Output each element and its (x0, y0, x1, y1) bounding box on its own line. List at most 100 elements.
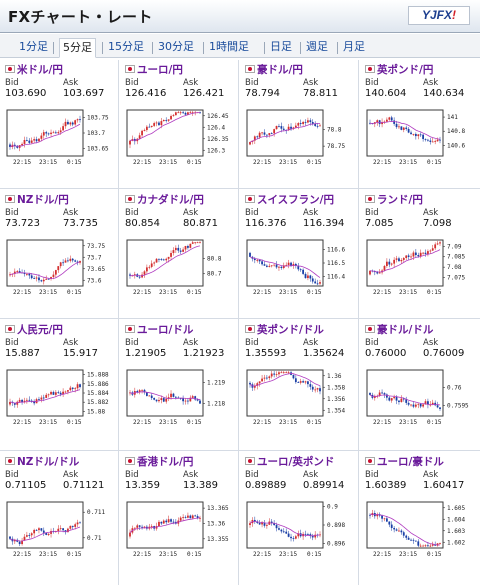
price-chart[interactable]: 126.45 126.4 126.35 126.3 22:15 23:15 0:15 (125, 108, 235, 166)
currency-panel[interactable]: ユーロ/円 Bid Ask 126.416 126.421 126.45 126.4 126.… (123, 60, 237, 184)
candle-body (309, 384, 312, 387)
currency-panel[interactable]: カナダドル/円 Bid Ask 80.854 80.871 80.8 80.7 22:15 23… (123, 190, 237, 314)
candle-body (71, 525, 74, 527)
pair-title[interactable]: スイスフラン/円 (245, 192, 334, 206)
price-chart[interactable]: 103.75 103.7 103.65 22:15 23:15 0:15 (5, 108, 115, 166)
price-chart[interactable]: 73.75 73.7 73.65 73.6 22:15 23:15 0:15 (5, 238, 115, 296)
pair-title[interactable]: ランド/円 (365, 192, 423, 206)
price-chart[interactable]: 7.09 7.085 7.08 7.075 22:15 23:15 0:15 (365, 238, 475, 296)
candle-body (419, 403, 422, 407)
pair-title[interactable]: 豪ドル/円 (245, 62, 303, 76)
x-tick-label: 23:15 (39, 419, 57, 426)
y-tick-label: 7.075 (447, 275, 465, 282)
tab-5min[interactable]: 5分足 (59, 38, 96, 58)
price-chart[interactable]: 15.888 15.886 15.884 15.882 15.88 22:15 23:15 0… (5, 368, 115, 426)
pair-title[interactable]: 香港ドル/円 (125, 454, 193, 468)
currency-panel[interactable]: 香港ドル/円 Bid Ask 13.359 13.389 13.365 13.36 13.35… (123, 452, 237, 576)
y-tick-label: 13.36 (207, 520, 225, 527)
pair-title[interactable]: NZドル/円 (5, 192, 69, 206)
price-chart[interactable]: 78.8 78.75 22:15 23:15 0:15 (245, 108, 355, 166)
pair-label[interactable]: NZドル/ドル (17, 456, 80, 468)
moving-average-line (249, 373, 321, 387)
pair-label[interactable]: スイスフラン/円 (257, 194, 335, 206)
currency-panel[interactable]: ユーロ/英ポンド Bid Ask 0.89889 0.89914 0.9 0.898 0.89… (243, 452, 357, 576)
currency-panel[interactable]: ユーロ/ドル Bid Ask 1.21905 1.21923 1.219 1.218 22:1… (123, 320, 237, 444)
candle-body (316, 388, 319, 390)
candle-body (249, 252, 251, 257)
candle-body (189, 112, 192, 114)
yjfx-logo[interactable]: YJFX! (408, 6, 470, 25)
price-chart[interactable]: 1.605 1.604 1.603 1.602 22:15 23:15 0:15 (365, 500, 475, 558)
tab-daily[interactable]: 日足 (270, 40, 292, 53)
currency-panel[interactable]: スイスフラン/円 Bid Ask 116.376 116.394 116.6 116.5 11… (243, 190, 357, 314)
pair-title[interactable]: 人民元/円 (5, 322, 63, 336)
price-chart[interactable]: 1.219 1.218 22:15 23:15 0:15 (125, 368, 235, 426)
pair-title[interactable]: ユーロ/英ポンド (245, 454, 334, 468)
pair-label[interactable]: NZドル/円 (17, 194, 69, 206)
tab-weekly[interactable]: 週足 (306, 40, 328, 53)
pair-label[interactable]: ユーロ/英ポンド (257, 456, 335, 468)
candle-body (270, 133, 273, 134)
tab-30min[interactable]: 30分足 (158, 40, 194, 53)
candle-body (314, 534, 317, 538)
price-chart[interactable]: 1.36 1.358 1.356 1.354 22:15 23:15 0:15 (245, 368, 355, 426)
currency-panel[interactable]: 英ポンド/ドル Bid Ask 1.35593 1.35624 1.36 1.358 1.35… (243, 320, 357, 444)
price-chart[interactable]: 80.8 80.7 22:15 23:15 0:15 (125, 238, 235, 296)
currency-panel[interactable]: ランド/円 Bid Ask 7.085 7.098 7.09 7.085 7.08 7.075 2… (363, 190, 477, 314)
pair-label[interactable]: 香港ドル/円 (137, 456, 194, 468)
pair-label[interactable]: ユーロ/豪ドル (377, 456, 444, 468)
currency-panel[interactable]: 米ドル/円 Bid Ask 103.690 103.697 103.75 103.7 103.… (3, 60, 117, 184)
pair-label[interactable]: 豪ドル/円 (257, 64, 303, 76)
candle-body (18, 271, 21, 273)
candle-body (400, 126, 403, 130)
currency-panel[interactable]: 英ポンド/円 Bid Ask 140.604 140.634 141 140.8 140.6 2… (363, 60, 477, 184)
pair-title[interactable]: ユーロ/円 (125, 62, 183, 76)
pair-title[interactable]: NZドル/ドル (5, 454, 79, 468)
pair-title[interactable]: 英ポンド/ドル (245, 322, 324, 336)
candle-body (174, 112, 177, 116)
price-chart[interactable]: 0.76 0.7595 22:15 23:15 0:15 (365, 368, 475, 426)
currency-panel[interactable]: 人民元/円 Bid Ask 15.887 15.917 15.888 15.886 15.88… (3, 320, 117, 444)
tab-monthly[interactable]: 月足 (343, 40, 365, 53)
pair-title[interactable]: 米ドル/円 (5, 62, 63, 76)
candle-body (129, 140, 131, 145)
pair-label[interactable]: ユーロ/円 (137, 64, 183, 76)
candle-body (167, 256, 170, 259)
price-chart[interactable]: 0.9 0.898 0.896 22:15 23:15 0:15 (245, 500, 355, 558)
price-chart[interactable]: 0.711 0.71 22:15 23:15 0:15 (5, 500, 115, 558)
candle-body (59, 262, 62, 267)
tab-15min[interactable]: 15分足 (108, 40, 144, 53)
pair-label[interactable]: 豪ドル/ドル (377, 324, 434, 336)
pair-label[interactable]: 英ポンド/円 (377, 64, 434, 76)
tab-1min[interactable]: 1分足 (19, 40, 48, 53)
x-tick-label: 23:15 (399, 159, 417, 166)
pair-title[interactable]: 英ポンド/円 (365, 62, 433, 76)
candle-body (400, 398, 403, 403)
flag-icon (245, 194, 255, 203)
flag-icon (5, 324, 15, 333)
pair-title[interactable]: 豪ドル/ドル (365, 322, 433, 336)
pair-label[interactable]: 米ドル/円 (17, 64, 63, 76)
candle-body (304, 122, 307, 123)
tab-1hour[interactable]: 1時間足 (209, 40, 249, 53)
pair-label[interactable]: カナダドル/円 (137, 194, 204, 206)
currency-panel[interactable]: 豪ドル/円 Bid Ask 78.794 78.811 78.8 78.75 22:15 23:… (243, 60, 357, 184)
bid-value: 15.887 (5, 348, 40, 359)
price-chart[interactable]: 13.365 13.36 13.355 22:15 23:15 0:15 (125, 500, 235, 558)
pair-label[interactable]: 人民元/円 (17, 324, 63, 336)
pair-label[interactable]: ランド/円 (377, 194, 423, 206)
y-tick-label: 1.356 (327, 396, 345, 403)
pair-label[interactable]: ユーロ/ドル (137, 324, 194, 336)
chart-frame (366, 109, 444, 157)
pair-label[interactable]: 英ポンド/ドル (257, 324, 324, 336)
currency-panel[interactable]: NZドル/ドル Bid Ask 0.71105 0.71121 0.711 0.71 22:1… (3, 452, 117, 576)
price-chart[interactable]: 116.6 116.5 116.4 22:15 23:15 0:15 (245, 238, 355, 296)
pair-title[interactable]: ユーロ/ドル (125, 322, 193, 336)
currency-panel[interactable]: NZドル/円 Bid Ask 73.723 73.735 73.75 73.7 73.65 73… (3, 190, 117, 314)
price-chart[interactable]: 141 140.8 140.6 22:15 23:15 0:15 (365, 108, 475, 166)
pair-title[interactable]: ユーロ/豪ドル (365, 454, 444, 468)
currency-panel[interactable]: ユーロ/豪ドル Bid Ask 1.60389 1.60417 1.605 1.604 1.6… (363, 452, 477, 576)
y-tick-label: 15.88 (87, 408, 105, 415)
currency-panel[interactable]: 豪ドル/ドル Bid Ask 0.76000 0.76009 0.76 0.7595 22:1… (363, 320, 477, 444)
pair-title[interactable]: カナダドル/円 (125, 192, 204, 206)
